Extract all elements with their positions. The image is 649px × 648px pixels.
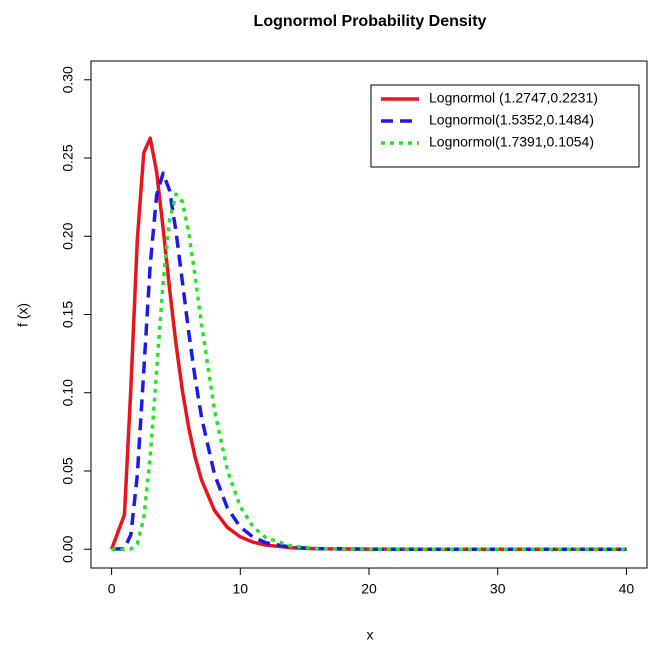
x-tick-label: 30	[490, 581, 506, 597]
y-tick-label: 0.20	[60, 222, 76, 249]
series-line	[109, 136, 627, 551]
chart-title: Lognormol Probability Density	[254, 13, 487, 30]
legend-label: Lognormol (1.2747,0.2231)	[429, 90, 598, 106]
y-tick-label: 0.10	[60, 379, 76, 406]
x-tick-label: 10	[233, 581, 249, 597]
x-axis-label: x	[367, 627, 374, 643]
y-tick-label: 0.05	[60, 457, 76, 484]
y-tick-label: 0.15	[60, 301, 76, 328]
series-line	[111, 171, 627, 551]
x-tick-label: 40	[619, 581, 635, 597]
x-tick-label: 20	[361, 581, 377, 597]
legend-label: Lognormol(1.7391,0.1054)	[429, 134, 594, 150]
x-tick-label: 0	[108, 581, 116, 597]
series-line	[111, 192, 627, 551]
y-axis-label: f (x)	[15, 303, 31, 327]
y-tick-label: 0.30	[60, 66, 76, 93]
legend: Lognormol (1.2747,0.2231) Lognormol(1.535…	[370, 84, 640, 168]
y-tick-label: 0.00	[60, 535, 76, 562]
y-tick-label: 0.25	[60, 144, 76, 171]
legend-label: Lognormol(1.5352,0.1484)	[429, 112, 594, 128]
